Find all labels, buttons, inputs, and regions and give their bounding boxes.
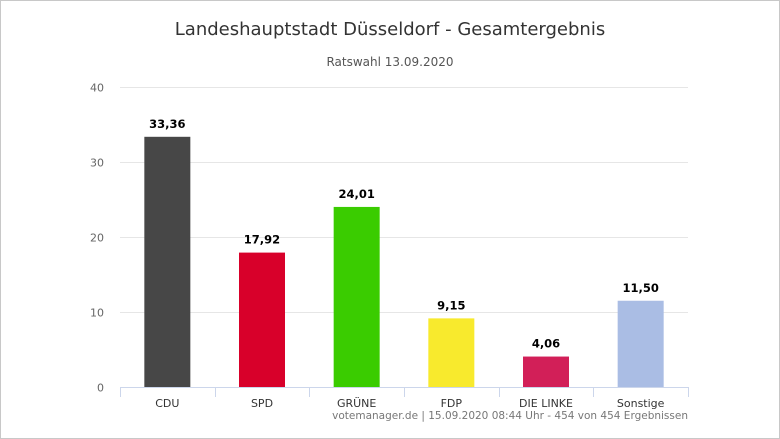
y-tick-label: 40 (90, 82, 104, 95)
x-tick-label: FDP (441, 397, 463, 410)
chart-subtitle: Ratswahl 13.09.2020 (326, 55, 454, 69)
labels: 0 10 20 30 40 33,36 CDU 17,92 SPD 24,01 GRÜNE 9,15 F… (90, 82, 665, 411)
bar-grüne (333, 206, 380, 387)
data-label: 11,50 (622, 281, 658, 295)
y-tick-label: 20 (90, 232, 104, 245)
x-tick-label: DIE LINKE (519, 397, 573, 410)
y-tick-label: 30 (90, 157, 104, 170)
grid-lines (120, 87, 688, 313)
data-label: 33,36 (149, 117, 185, 131)
x-tick-label: CDU (155, 397, 179, 410)
x-tick-label: Sonstige (617, 397, 665, 410)
data-label: 24,01 (338, 187, 374, 201)
chart-title: Landeshauptstadt Düsseldorf - Gesamterge… (174, 19, 606, 40)
x-tick-label: SPD (251, 397, 273, 410)
data-label: 17,92 (244, 233, 280, 247)
x-tick-label: GRÜNE (337, 397, 376, 410)
y-tick-label: 0 (97, 382, 104, 395)
bar-fdp (428, 318, 475, 387)
footer-credit: votemanager.de | 15.09.2020 08:44 Uhr - … (332, 410, 688, 422)
bar-cdu (144, 136, 191, 387)
bar-spd (239, 252, 285, 387)
data-label: 4,06 (532, 337, 560, 351)
y-tick-label: 10 (90, 307, 104, 320)
bar-sonstige (617, 300, 664, 387)
bar-die-linke (523, 356, 569, 387)
data-label: 9,15 (437, 298, 465, 312)
axes (120, 387, 689, 397)
bars (144, 136, 664, 387)
